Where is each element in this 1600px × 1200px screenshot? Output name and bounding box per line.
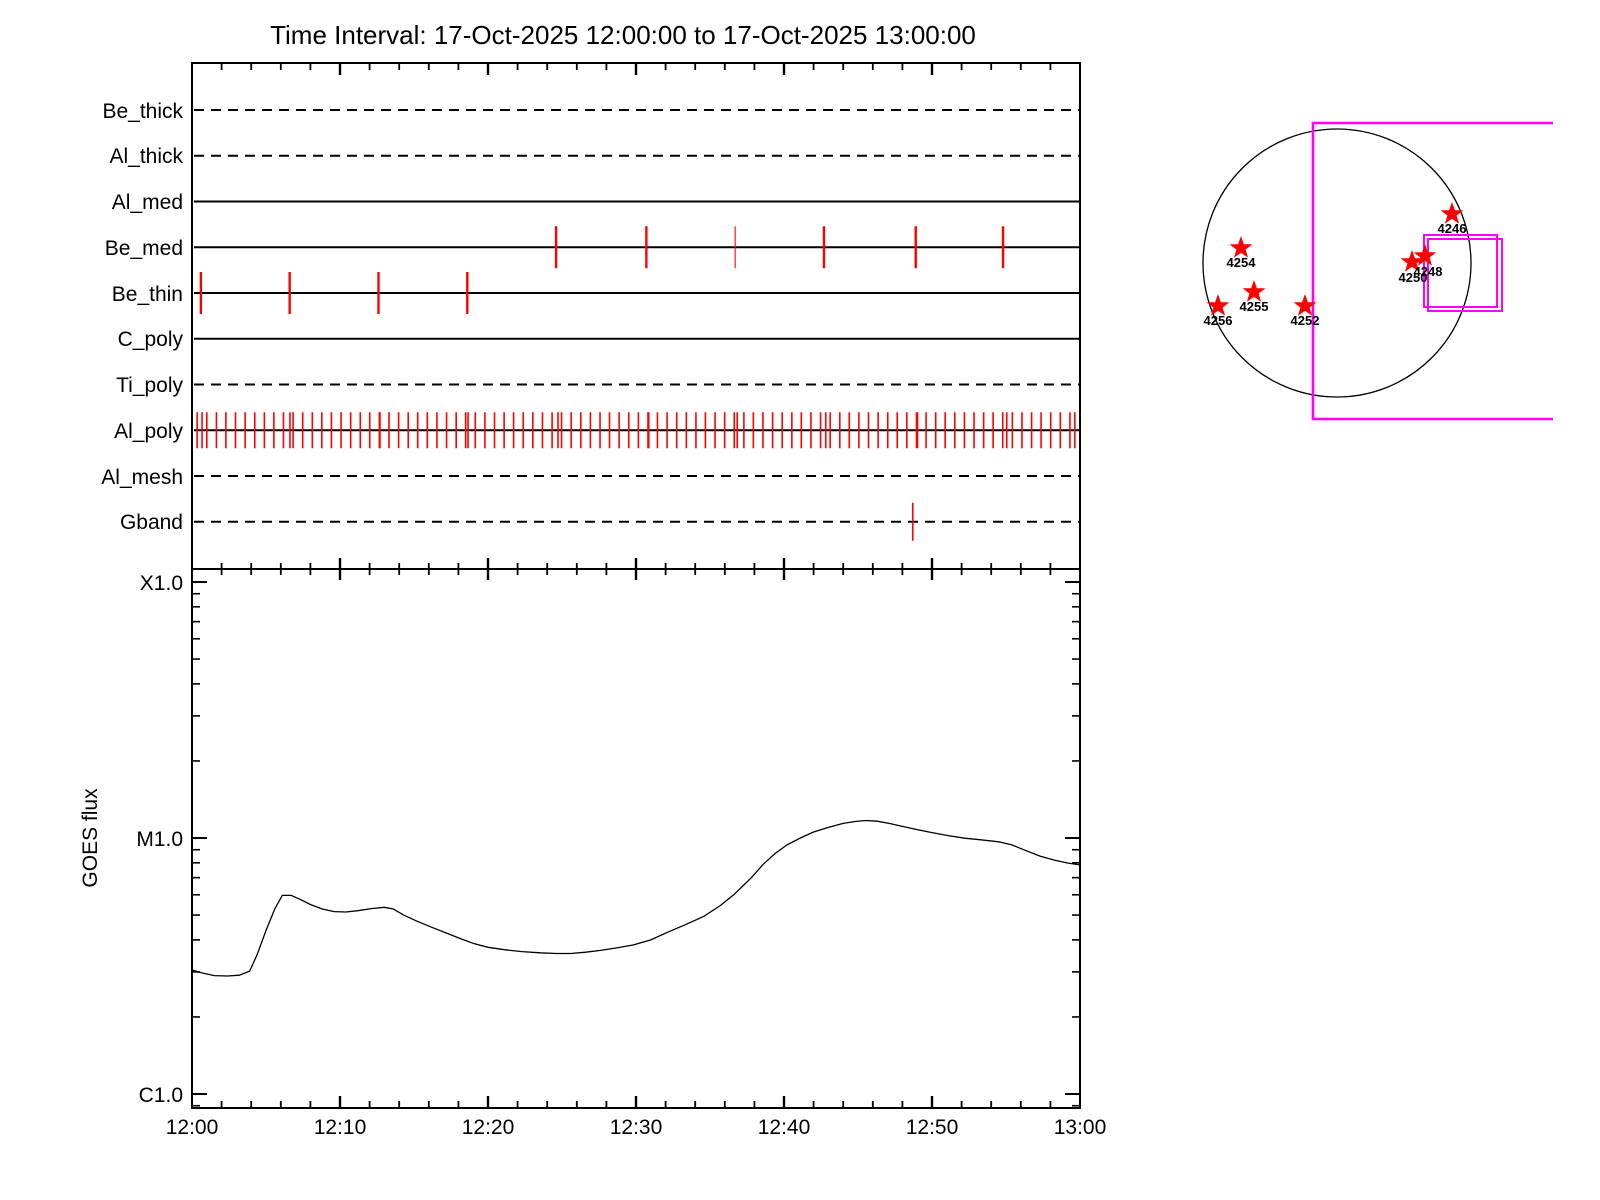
row-label-gband: Gband [120,511,183,534]
ytick-label-c1: C1.0 [139,1084,183,1107]
xtick-label-1210: 12:10 [314,1116,367,1139]
plot-axes [191,62,1081,1109]
solar-disk-map [1202,121,1553,421]
y-axis-title: GOES flux [79,788,102,888]
active-region-label-4250: 4250 [1399,270,1428,285]
xtick-label-1230: 12:30 [610,1116,663,1139]
fov-box-small [1427,238,1503,312]
filter-timeline-rows [194,109,1079,523]
row-label-al-poly: Al_poly [114,420,183,443]
active-region-star-4256 [1206,293,1230,316]
xtick-label-1250: 12:50 [906,1116,959,1139]
active-region-label-4248: 4248 [1414,264,1443,279]
exposure-ticks [196,226,1076,541]
xtick-label-1300: 13:00 [1054,1116,1107,1139]
row-label-be-med: Be_med [105,237,183,260]
active-region-label-4256: 4256 [1204,313,1233,328]
row-label-be-thin: Be_thin [112,283,183,306]
xtick-label-1200: 12:00 [166,1116,219,1139]
goes-panel-border [191,568,1081,1109]
ytick-label-x1: X1.0 [140,572,183,595]
plot-text-labels: Time Interval: 17-Oct-2025 12:00:00 to 1… [79,20,1466,1139]
xtick-label-1240: 12:40 [758,1116,811,1139]
active-region-star-4252 [1293,293,1317,316]
active-region-star-4248 [1413,243,1437,266]
fov-box-large [1311,121,1553,421]
filter-panel-border [191,62,1081,570]
active-region-star-4250 [1400,249,1424,272]
active-region-label-4252: 4252 [1291,313,1320,328]
chart-title: Time Interval: 17-Oct-2025 12:00:00 to 1… [270,20,976,50]
fov-box-small [1423,234,1498,308]
ytick-label-m1: M1.0 [136,828,183,851]
active-region-label-4246: 4246 [1438,221,1467,236]
goes-flux-curve [191,819,1081,977]
active-region-star-4246 [1440,201,1464,224]
row-label-c-poly: C_poly [118,328,184,351]
row-label-ti-poly: Ti_poly [116,374,183,397]
row-label-al-mesh: Al_mesh [101,466,183,489]
active-region-star-4254 [1229,235,1253,258]
goes-flux-curve-group [191,819,1081,977]
row-label-al-thick: Al_thick [109,145,183,168]
row-label-be-thick: Be_thick [102,100,183,123]
xtick-label-1220: 12:20 [462,1116,515,1139]
solar-disk [1202,128,1472,398]
active-region-label-4255: 4255 [1240,299,1269,314]
active-region-star-4255 [1242,279,1266,302]
row-label-al-med: Al_med [112,191,183,214]
active-region-label-4254: 4254 [1227,255,1257,270]
